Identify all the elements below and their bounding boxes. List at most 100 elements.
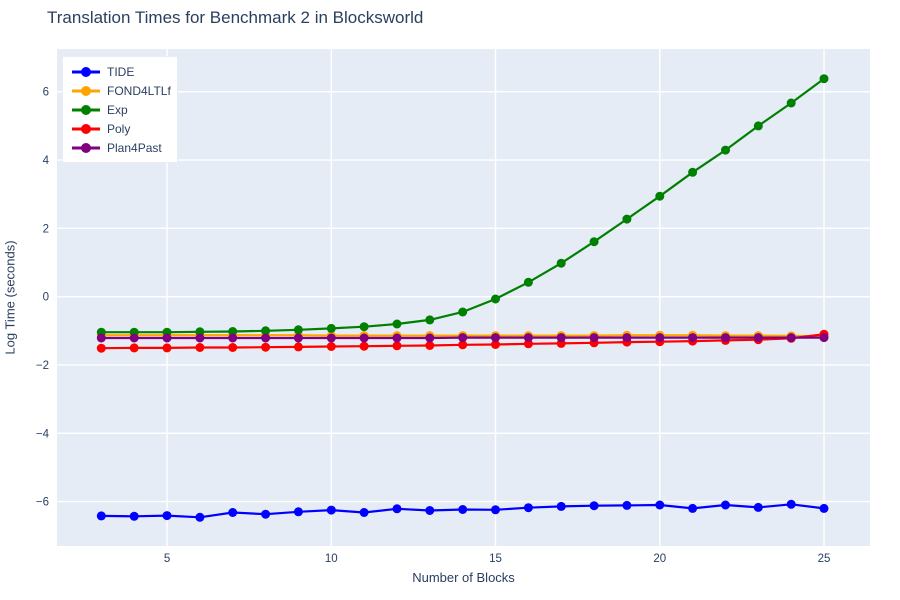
data-point-plan4past[interactable] — [359, 333, 369, 343]
data-point-exp[interactable] — [293, 325, 303, 335]
data-point-plan4past[interactable] — [293, 333, 303, 343]
data-point-poly[interactable] — [162, 343, 172, 353]
data-point-poly[interactable] — [425, 341, 435, 350]
data-point-plan4past[interactable] — [819, 333, 829, 343]
legend-item-plan4past[interactable]: Plan4Past — [71, 138, 171, 157]
data-point-poly[interactable] — [326, 342, 336, 351]
data-point-exp[interactable] — [786, 98, 796, 108]
data-point-exp[interactable] — [819, 74, 829, 84]
data-point-plan4past[interactable] — [622, 333, 632, 343]
data-point-poly[interactable] — [458, 340, 468, 350]
data-point-exp[interactable] — [359, 322, 369, 332]
data-point-tide[interactable] — [129, 511, 139, 521]
data-point-tide[interactable] — [392, 504, 402, 514]
data-point-poly[interactable] — [293, 342, 303, 352]
data-point-exp[interactable] — [261, 326, 271, 336]
data-point-exp[interactable] — [491, 294, 500, 304]
data-point-poly[interactable] — [523, 339, 533, 349]
data-point-plan4past[interactable] — [228, 333, 238, 343]
data-point-poly[interactable] — [195, 343, 205, 352]
data-point-plan4past[interactable] — [326, 333, 336, 343]
data-point-tide[interactable] — [491, 505, 500, 515]
y-tick-label: 4 — [43, 155, 50, 167]
legend-label: TIDE — [107, 64, 135, 79]
data-point-exp[interactable] — [228, 327, 238, 336]
data-point-exp[interactable] — [721, 145, 730, 155]
data-point-plan4past[interactable] — [688, 333, 698, 343]
data-point-tide[interactable] — [753, 502, 763, 512]
data-point-poly[interactable] — [96, 343, 106, 353]
data-point-plan4past[interactable] — [655, 333, 665, 343]
data-point-exp[interactable] — [195, 327, 205, 337]
data-point-tide[interactable] — [162, 511, 172, 521]
data-point-exp[interactable] — [392, 319, 402, 329]
data-point-tide[interactable] — [228, 508, 238, 517]
data-point-poly[interactable] — [392, 341, 402, 351]
data-point-exp[interactable] — [326, 323, 336, 333]
data-point-poly[interactable] — [129, 343, 139, 353]
legend: TIDE FOND4LTLf Exp Poly Plan4Past — [62, 56, 178, 163]
legend-swatch-icon — [72, 104, 100, 115]
data-point-plan4past[interactable] — [392, 333, 402, 343]
data-point-plan4past[interactable] — [721, 333, 730, 343]
data-point-tide[interactable] — [721, 500, 730, 510]
data-point-exp[interactable] — [622, 214, 632, 224]
data-point-plan4past[interactable] — [786, 333, 796, 343]
data-point-exp[interactable] — [688, 167, 698, 177]
data-point-plan4past[interactable] — [425, 333, 435, 343]
data-point-tide[interactable] — [195, 512, 205, 522]
data-point-tide[interactable] — [589, 501, 599, 511]
data-point-plan4past[interactable] — [523, 333, 533, 343]
data-point-exp[interactable] — [523, 277, 533, 287]
y-tick-label: 6 — [43, 87, 49, 99]
data-point-plan4past[interactable] — [589, 333, 599, 343]
data-point-plan4past[interactable] — [491, 333, 500, 343]
legend-item-tide[interactable]: TIDE — [71, 62, 171, 81]
data-point-plan4past[interactable] — [129, 333, 139, 343]
y-tick-label: −2 — [36, 360, 49, 372]
data-point-tide[interactable] — [458, 505, 468, 514]
data-point-exp[interactable] — [589, 237, 599, 247]
data-point-exp[interactable] — [655, 191, 665, 201]
data-point-exp[interactable] — [425, 315, 435, 325]
data-point-tide[interactable] — [655, 500, 665, 510]
legend-item-poly[interactable]: Poly — [71, 119, 171, 138]
legend-item-exp[interactable]: Exp — [71, 100, 171, 119]
data-point-tide[interactable] — [622, 500, 632, 510]
legend-swatch-icon — [72, 66, 100, 77]
x-tick-label: 5 — [164, 553, 170, 565]
data-point-plan4past[interactable] — [195, 333, 205, 343]
data-point-tide[interactable] — [326, 505, 336, 515]
data-point-tide[interactable] — [523, 503, 533, 513]
data-point-tide[interactable] — [261, 509, 271, 519]
data-point-poly[interactable] — [261, 342, 271, 352]
data-point-tide[interactable] — [819, 503, 829, 513]
legend-swatch-icon — [72, 123, 100, 134]
data-point-plan4past[interactable] — [261, 333, 271, 343]
data-point-tide[interactable] — [688, 503, 698, 513]
data-point-exp[interactable] — [556, 258, 566, 268]
data-point-poly[interactable] — [228, 343, 238, 352]
data-point-poly[interactable] — [491, 340, 500, 349]
data-point-tide[interactable] — [425, 506, 435, 515]
data-point-tide[interactable] — [96, 511, 106, 521]
data-point-tide[interactable] — [293, 507, 303, 517]
data-point-plan4past[interactable] — [458, 333, 468, 343]
data-point-tide[interactable] — [359, 508, 369, 517]
data-point-exp[interactable] — [458, 307, 468, 317]
data-point-poly[interactable] — [359, 341, 369, 351]
legend-swatch-icon — [72, 142, 100, 153]
data-point-tide[interactable] — [786, 499, 796, 509]
data-point-plan4past[interactable] — [162, 333, 172, 343]
data-point-plan4past[interactable] — [753, 333, 763, 343]
data-point-exp[interactable] — [753, 121, 763, 131]
data-point-plan4past[interactable] — [96, 333, 106, 343]
data-point-tide[interactable] — [556, 501, 566, 511]
x-axis-title: Number of Blocks — [412, 570, 515, 585]
data-point-plan4past[interactable] — [556, 333, 566, 343]
legend-label: FOND4LTLf — [107, 83, 171, 98]
legend-item-fond4ltlf[interactable]: FOND4LTLf — [71, 81, 171, 100]
legend-label: Poly — [107, 121, 131, 136]
